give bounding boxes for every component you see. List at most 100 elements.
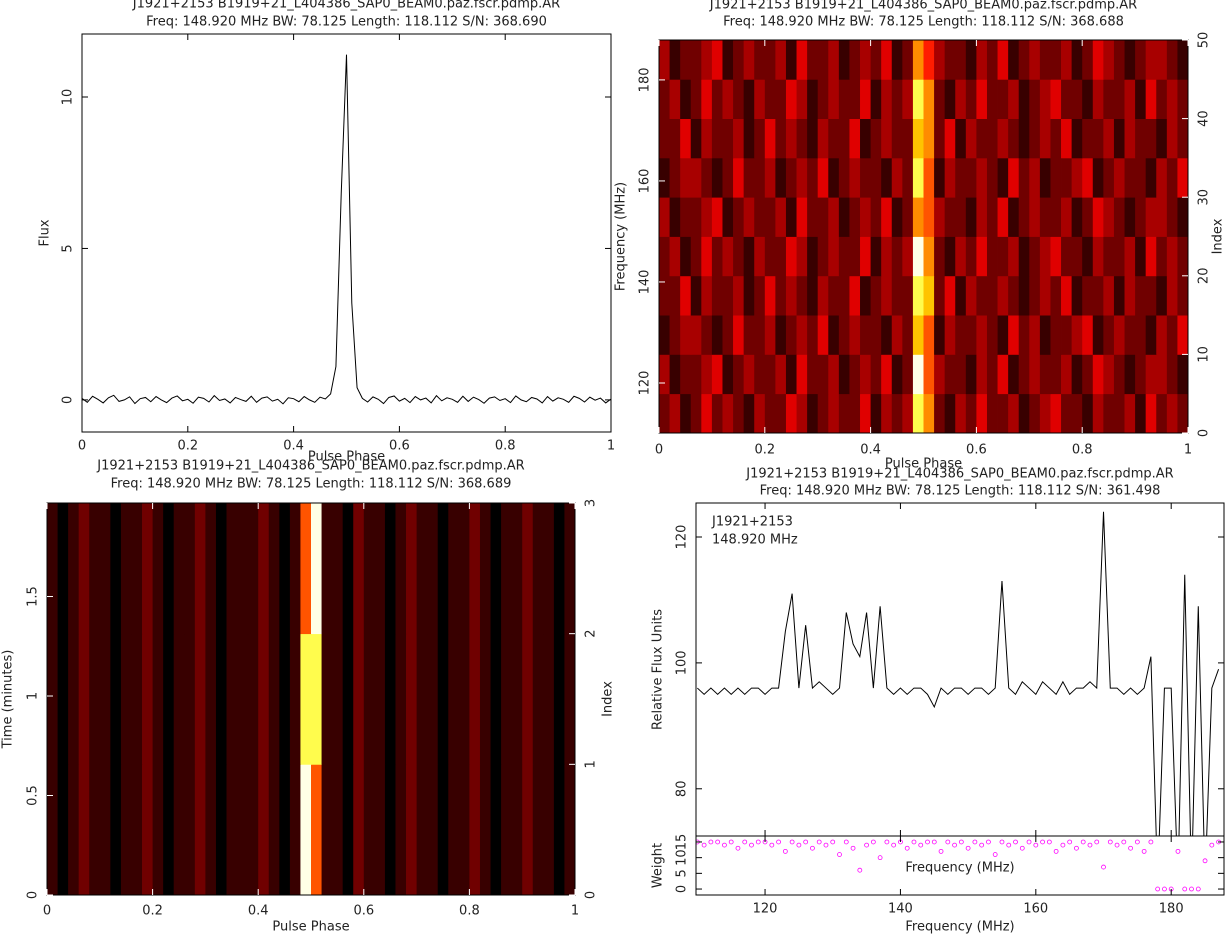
heatmap-cell xyxy=(764,118,776,159)
heatmap-cell xyxy=(944,197,956,237)
heatmap-cell xyxy=(775,118,787,159)
heatmap-cell xyxy=(754,275,766,316)
heatmap-cell xyxy=(490,633,502,765)
heatmap-cell xyxy=(1082,118,1094,159)
heatmap-cell xyxy=(363,764,375,895)
heatmap-cell xyxy=(764,40,776,80)
heatmap-cell xyxy=(807,40,819,80)
heatmap-cell xyxy=(912,236,924,277)
heatmap-cell xyxy=(701,315,713,355)
heatmap-cell xyxy=(427,764,439,895)
heatmap-cell xyxy=(659,275,670,316)
heatmap-cell xyxy=(1008,118,1020,159)
point xyxy=(728,839,734,845)
heatmap-cell xyxy=(828,157,840,198)
heatmap-cell xyxy=(1177,275,1188,316)
heatmap-cell xyxy=(458,503,470,635)
heatmap-cell xyxy=(659,157,670,198)
heatmap-cell xyxy=(469,633,481,765)
point xyxy=(715,839,721,845)
heatmap-cell xyxy=(1103,118,1115,159)
heatmap-cell xyxy=(965,118,977,159)
heatmap-cell xyxy=(817,275,829,316)
point xyxy=(810,845,815,851)
point xyxy=(830,839,836,845)
heatmap-cell xyxy=(1166,275,1178,316)
heatmap-cell xyxy=(1039,236,1051,277)
heatmap-cell xyxy=(1113,118,1125,159)
heatmap-cell xyxy=(1039,315,1051,355)
heatmap-cell xyxy=(722,40,734,80)
heatmap-cell xyxy=(733,157,745,198)
heatmap-cell xyxy=(976,197,988,237)
point xyxy=(1040,839,1045,845)
heatmap-cell xyxy=(881,315,893,355)
heatmap-cell xyxy=(828,275,840,316)
heatmap-cell xyxy=(1071,40,1083,80)
y-tick-label: 1 xyxy=(26,692,41,700)
heatmap-cell xyxy=(553,764,565,895)
heatmap-cell xyxy=(237,764,249,895)
heatmap-cell xyxy=(184,633,196,765)
heatmap-cell xyxy=(1135,40,1147,80)
heatmap-cell xyxy=(1071,354,1083,395)
heatmap-cell xyxy=(1039,157,1051,198)
heatmap-cell xyxy=(184,764,196,895)
x-axis-label: Pulse Phase xyxy=(272,920,349,935)
heatmap-cell xyxy=(205,633,217,765)
heatmap-cell xyxy=(944,393,956,433)
heatmap-cell xyxy=(384,764,396,895)
heatmap-cell xyxy=(785,354,797,395)
heatmap-cell xyxy=(733,315,745,355)
point xyxy=(857,867,863,873)
heatmap-cell xyxy=(553,503,565,635)
point xyxy=(1087,842,1093,848)
heatmap-cell xyxy=(1061,197,1073,237)
heatmap-cell xyxy=(743,118,755,159)
plot-area xyxy=(697,511,1220,836)
heatmap-cell xyxy=(955,354,967,395)
heatmap-cell xyxy=(849,354,861,395)
heatmap-cell xyxy=(1050,393,1062,433)
heatmap-cell xyxy=(1166,157,1178,198)
heatmap-cell xyxy=(965,393,977,433)
heatmap-cell xyxy=(669,393,681,433)
chart-subtitle: Freq: 148.920 MHz BW: 78.125 Length: 118… xyxy=(760,484,1161,499)
heatmap-cell xyxy=(553,633,565,765)
point xyxy=(877,855,883,861)
heatmap-cell xyxy=(891,236,903,277)
heatmap-cell xyxy=(1029,275,1041,316)
heatmap-cell xyxy=(194,764,206,895)
heatmap-cell xyxy=(1029,315,1041,355)
point xyxy=(1134,839,1140,845)
heatmap-cell xyxy=(711,79,723,119)
heatmap-cell xyxy=(849,315,861,355)
heatmap-cell xyxy=(733,40,745,80)
heatmap-cell xyxy=(1082,157,1094,198)
heatmap-cell xyxy=(976,236,988,277)
heatmap-cell xyxy=(669,315,681,355)
heatmap-cell xyxy=(659,315,670,355)
heatmap-cell xyxy=(1008,354,1020,395)
heatmap-cell xyxy=(89,503,101,635)
point xyxy=(1026,839,1032,845)
heatmap-cell xyxy=(796,197,808,237)
heatmap-cell xyxy=(68,503,80,635)
heatmap-cell xyxy=(965,79,977,119)
heatmap-cell xyxy=(469,764,481,895)
y2-tick-label: 50 xyxy=(1197,32,1212,49)
heatmap-cell xyxy=(1135,236,1147,277)
heatmap-cell xyxy=(427,633,439,765)
heatmap-cell xyxy=(1177,157,1188,198)
heatmap-cell xyxy=(1050,79,1062,119)
heatmap-cell xyxy=(300,633,312,765)
heatmap-cell xyxy=(986,354,998,395)
heatmap-cell xyxy=(881,354,893,395)
heatmap-cell xyxy=(733,236,745,277)
y-axis-label: Weight xyxy=(651,843,666,888)
heatmap-cell xyxy=(120,633,132,765)
heatmap-cell xyxy=(1145,197,1157,237)
heatmap-cell xyxy=(997,315,1009,355)
heatmap-cell xyxy=(923,354,935,395)
heatmap-cell xyxy=(532,503,544,635)
